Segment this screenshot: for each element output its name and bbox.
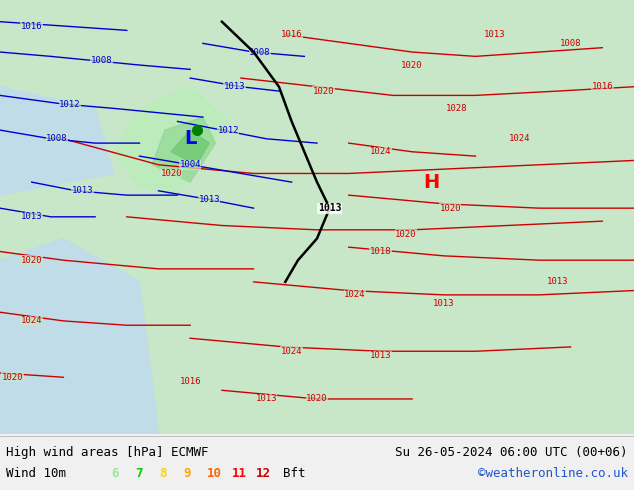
Text: Su 26-05-2024 06:00 UTC (00+06): Su 26-05-2024 06:00 UTC (00+06) (395, 446, 628, 459)
Text: 10: 10 (207, 467, 223, 480)
Text: 9: 9 (183, 467, 191, 480)
Text: 1020: 1020 (160, 169, 182, 178)
Text: ©weatheronline.co.uk: ©weatheronline.co.uk (477, 467, 628, 480)
Text: 1018: 1018 (370, 247, 391, 256)
Text: 1013: 1013 (547, 277, 569, 286)
Text: 1008: 1008 (560, 39, 581, 48)
Text: 1013: 1013 (318, 203, 342, 213)
Text: 1013: 1013 (21, 212, 42, 221)
Text: L: L (184, 129, 197, 148)
Text: 1020: 1020 (395, 230, 417, 239)
Text: H: H (423, 172, 439, 192)
Text: 1013: 1013 (370, 351, 391, 360)
Text: 1020: 1020 (21, 256, 42, 265)
Text: 6: 6 (111, 467, 119, 480)
Text: 1004: 1004 (179, 160, 201, 169)
Text: 1008: 1008 (46, 134, 68, 143)
Text: 1020: 1020 (439, 204, 461, 213)
Text: 1016: 1016 (179, 377, 201, 386)
Text: 1016: 1016 (592, 82, 613, 91)
Text: 1013: 1013 (433, 299, 455, 308)
Text: 1012: 1012 (217, 125, 239, 135)
Text: 1028: 1028 (446, 104, 467, 113)
Text: 1013: 1013 (198, 195, 220, 204)
Text: 1008: 1008 (249, 48, 271, 56)
Polygon shape (0, 87, 114, 195)
Text: 8: 8 (159, 467, 167, 480)
Text: 1020: 1020 (2, 373, 23, 382)
Text: 1013: 1013 (484, 30, 505, 39)
Text: 1024: 1024 (344, 291, 366, 299)
Text: 1016: 1016 (281, 30, 302, 39)
Text: 11: 11 (231, 467, 247, 480)
Text: 12: 12 (256, 467, 271, 480)
Text: 1013: 1013 (72, 186, 93, 196)
Polygon shape (0, 239, 158, 434)
Polygon shape (114, 87, 228, 195)
Polygon shape (152, 117, 216, 182)
Text: Wind 10m: Wind 10m (6, 467, 67, 480)
Polygon shape (171, 130, 209, 165)
Text: 1020: 1020 (401, 61, 423, 70)
Text: 7: 7 (135, 467, 143, 480)
Text: 1024: 1024 (281, 347, 302, 356)
Text: 1016: 1016 (21, 22, 42, 30)
Text: 1013: 1013 (224, 82, 245, 91)
Text: 1024: 1024 (370, 147, 391, 156)
Text: 1008: 1008 (91, 56, 112, 65)
Text: 1012: 1012 (59, 99, 81, 109)
Text: Bft: Bft (283, 467, 305, 480)
Text: 1024: 1024 (509, 134, 531, 143)
Text: 1013: 1013 (256, 394, 277, 403)
Text: 1024: 1024 (21, 317, 42, 325)
Text: High wind areas [hPa] ECMWF: High wind areas [hPa] ECMWF (6, 446, 209, 459)
Text: 1020: 1020 (313, 87, 334, 96)
Text: 1020: 1020 (306, 394, 328, 403)
